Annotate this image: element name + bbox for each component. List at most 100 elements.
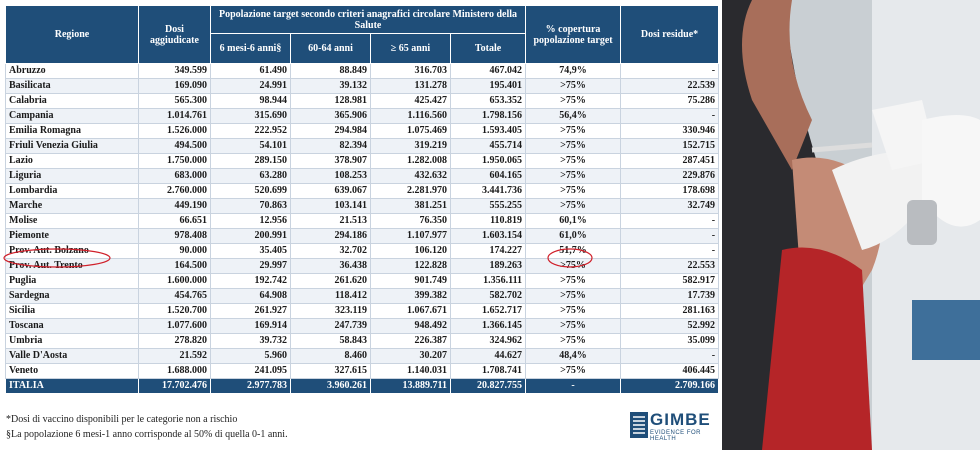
value-cell: 1.708.741 <box>449 363 527 379</box>
table-row: Abruzzo 349.599 61.490 88.849 316.703 467.042… <box>5 63 720 79</box>
value-cell: 294.984 <box>290 123 371 139</box>
logo-tagline: EVIDENCE FOR HEALTH <box>650 430 702 442</box>
value-cell: 1.750.000 <box>138 153 211 169</box>
value-cell: 74,9% <box>525 63 622 79</box>
value-cell: 1.107.977 <box>370 228 451 244</box>
table-row: Puglia 1.600.000 192.742 261.620 901.749 1.35… <box>5 273 720 289</box>
coverage-table: Regione Dosi aggiudicate Popolazione tar… <box>5 5 720 394</box>
value-cell: 200.991 <box>210 228 291 244</box>
value-cell: 35.099 <box>620 333 720 349</box>
value-cell: 1.526.000 <box>138 123 211 139</box>
table-row: Sardegna 454.765 64.908 118.412 399.382 582.7… <box>5 288 720 304</box>
value-cell: 44.627 <box>449 348 527 364</box>
value-cell: 399.382 <box>370 288 451 304</box>
region-cell: Prov. Aut. Bolzano <box>5 243 139 259</box>
value-cell: 189.263 <box>449 258 527 274</box>
value-cell: 378.907 <box>290 153 371 169</box>
region-cell: Molise <box>5 213 139 229</box>
value-cell: 169.914 <box>210 318 291 334</box>
value-cell: 30.207 <box>370 348 451 364</box>
value-cell: 315.690 <box>210 108 291 124</box>
value-cell: >75% <box>525 153 622 169</box>
value-cell: 494.500 <box>138 138 211 154</box>
header-cell: Popolazione target secondo criteri anagr… <box>209 5 527 34</box>
value-cell: 2.281.970 <box>370 183 451 199</box>
region-cell: Prov. Aut. Trento <box>5 258 139 274</box>
value-cell: 582.917 <box>620 273 720 289</box>
vaccination-photo <box>722 0 980 450</box>
value-cell: 229.876 <box>620 168 720 184</box>
region-cell: Lombardia <box>5 183 139 199</box>
value-cell: 1.600.000 <box>138 273 211 289</box>
value-cell: 64.908 <box>210 288 291 304</box>
value-cell: 195.401 <box>449 78 527 94</box>
value-cell: 323.119 <box>290 303 371 319</box>
logo-name: GIMBE <box>650 410 711 429</box>
value-cell: 152.715 <box>620 138 720 154</box>
region-cell: Marche <box>5 198 139 214</box>
value-cell: >75% <box>525 363 622 379</box>
value-cell: 169.090 <box>138 78 211 94</box>
region-cell: Calabria <box>5 93 139 109</box>
value-cell: 21.592 <box>138 348 211 364</box>
footnote: §La popolazione 6 mesi-1 anno corrispond… <box>6 429 288 440</box>
value-cell: 8.460 <box>290 348 371 364</box>
value-cell: 365.906 <box>290 108 371 124</box>
value-cell: 1.688.000 <box>138 363 211 379</box>
value-cell: 222.952 <box>210 123 291 139</box>
value-cell: 1.652.717 <box>449 303 527 319</box>
table-row: Umbria 278.820 39.732 58.843 226.387 324.962 >… <box>5 333 720 349</box>
value-cell: 1.075.469 <box>370 123 451 139</box>
value-cell: 110.819 <box>449 213 527 229</box>
region-cell: Sardegna <box>5 288 139 304</box>
value-cell: >75% <box>525 303 622 319</box>
value-cell: 281.163 <box>620 303 720 319</box>
value-cell: 1.116.560 <box>370 108 451 124</box>
header-cell: 60-64 anni <box>290 33 371 64</box>
value-cell: 21.513 <box>290 213 371 229</box>
value-cell: 48,4% <box>525 348 622 364</box>
value-cell: 76.350 <box>370 213 451 229</box>
value-cell: 29.997 <box>210 258 291 274</box>
value-cell: 36.438 <box>290 258 371 274</box>
value-cell: 1.593.405 <box>449 123 527 139</box>
value-cell: - <box>525 378 622 394</box>
value-cell: 319.219 <box>370 138 451 154</box>
value-cell: - <box>620 213 720 229</box>
region-cell: Emilia Romagna <box>5 123 139 139</box>
region-cell: Puglia <box>5 273 139 289</box>
value-cell: 39.132 <box>290 78 371 94</box>
value-cell: 118.412 <box>290 288 371 304</box>
value-cell: >75% <box>525 273 622 289</box>
value-cell: 106.120 <box>370 243 451 259</box>
value-cell: - <box>620 63 720 79</box>
value-cell: 90.000 <box>138 243 211 259</box>
value-cell: 261.927 <box>210 303 291 319</box>
value-cell: 63.280 <box>210 168 291 184</box>
value-cell: >75% <box>525 258 622 274</box>
value-cell: 17.702.476 <box>138 378 211 394</box>
header-cell: Dosi residue* <box>620 5 720 64</box>
value-cell: 174.227 <box>449 243 527 259</box>
value-cell: 17.739 <box>620 288 720 304</box>
value-cell: >75% <box>525 138 622 154</box>
value-cell: >75% <box>525 168 622 184</box>
value-cell: 1.366.145 <box>449 318 527 334</box>
region-cell: Veneto <box>5 363 139 379</box>
value-cell: 2.977.783 <box>210 378 291 394</box>
value-cell: 604.165 <box>449 168 527 184</box>
value-cell: 75.286 <box>620 93 720 109</box>
value-cell: 164.500 <box>138 258 211 274</box>
value-cell: >75% <box>525 288 622 304</box>
value-cell: 653.352 <box>449 93 527 109</box>
value-cell: 24.991 <box>210 78 291 94</box>
table-row: Liguria 683.000 63.280 108.253 432.632 604.16… <box>5 168 720 184</box>
value-cell: 425.427 <box>370 93 451 109</box>
value-cell: 3.441.736 <box>449 183 527 199</box>
region-cell: Lazio <box>5 153 139 169</box>
value-cell: >75% <box>525 333 622 349</box>
table-row: Sicilia 1.520.700 261.927 323.119 1.067.671 1… <box>5 303 720 319</box>
value-cell: >75% <box>525 318 622 334</box>
value-cell: >75% <box>525 78 622 94</box>
value-cell: 582.702 <box>449 288 527 304</box>
